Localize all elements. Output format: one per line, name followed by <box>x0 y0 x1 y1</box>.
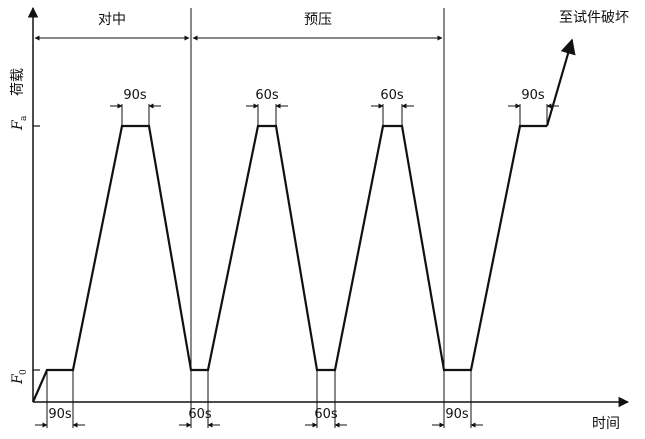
svg-text:F: F <box>10 373 26 385</box>
bottom-hold-4: 90s <box>432 370 483 428</box>
bottom-hold-3: 60s <box>305 370 347 428</box>
phase-label-centering: 对中 <box>98 12 126 28</box>
svg-text:90s: 90s <box>123 88 147 103</box>
top-hold-3: 60s <box>371 88 414 126</box>
svg-text:0: 0 <box>19 369 29 375</box>
y-axis-title: 荷载 <box>10 68 26 96</box>
svg-text:90s: 90s <box>445 407 469 422</box>
y-label-fa: F a <box>10 115 29 131</box>
top-hold-2: 60s <box>246 88 288 126</box>
svg-text:60s: 60s <box>314 407 338 422</box>
phase-label-preload: 预压 <box>304 12 332 28</box>
svg-text:a: a <box>19 115 29 121</box>
failure-arrow <box>545 38 576 127</box>
svg-text:90s: 90s <box>521 88 545 103</box>
bottom-hold-1: 90s <box>35 370 85 428</box>
top-hold-4: 90s <box>508 88 559 126</box>
svg-text:60s: 60s <box>380 88 404 103</box>
svg-text:60s: 60s <box>188 407 212 422</box>
x-axis-title: 时间 <box>592 416 620 432</box>
phase-label-failure: 至试件破坏 <box>559 10 629 26</box>
load-curve <box>31 124 547 403</box>
svg-text:60s: 60s <box>255 88 279 103</box>
y-label-f0: F 0 <box>10 369 29 385</box>
svg-text:90s: 90s <box>48 407 72 422</box>
top-hold-1: 90s <box>110 88 161 126</box>
svg-text:F: F <box>10 119 26 131</box>
bottom-hold-2: 60s <box>179 370 220 428</box>
